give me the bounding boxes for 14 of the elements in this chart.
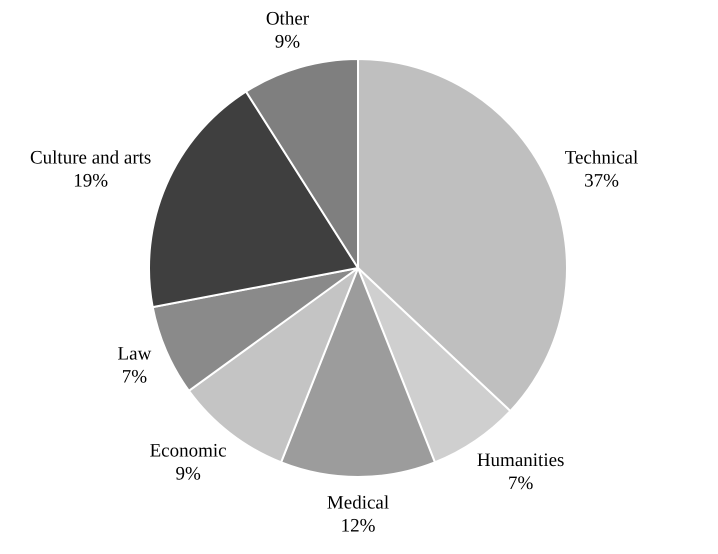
data-label: 9% (175, 464, 201, 485)
slice-label: Technical (564, 147, 638, 168)
slice-label: Culture and arts (30, 147, 152, 168)
slice-label: Medical (326, 492, 390, 514)
data-label: 37% (584, 170, 620, 192)
slice-label: Other (266, 8, 310, 30)
data-label: 7% (508, 472, 534, 494)
data-label: 9% (274, 31, 300, 52)
data-label: 12% (340, 515, 376, 536)
slice-label: Law (118, 344, 152, 365)
data-label: 19% (73, 170, 108, 192)
slice-label: Economic (150, 440, 227, 462)
data-label: 7% (122, 366, 148, 388)
slice-label: Humanities (476, 450, 564, 471)
